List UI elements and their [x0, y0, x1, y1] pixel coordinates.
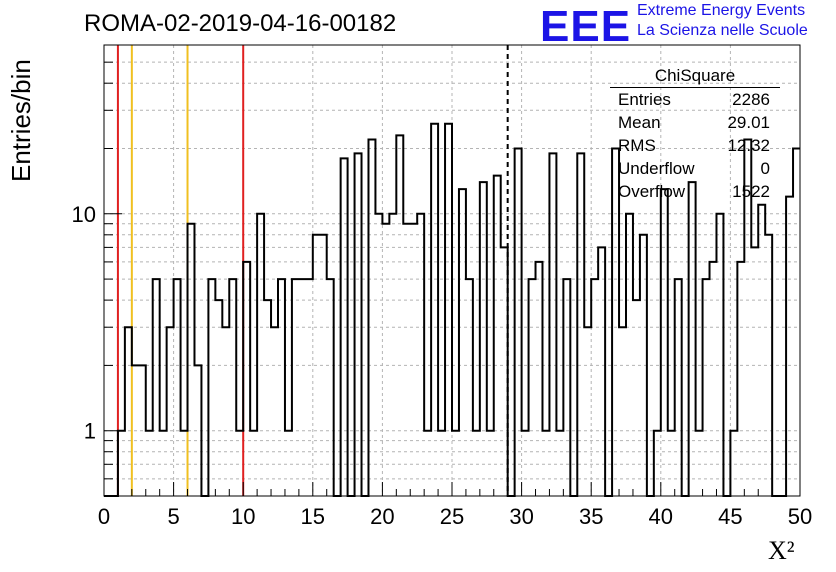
y-tick-label: 1: [84, 419, 96, 444]
x-tick-label: 0: [98, 504, 110, 529]
x-tick-label: 40: [649, 504, 673, 529]
x-tick-label: 20: [370, 504, 394, 529]
stats-label: Mean: [618, 113, 661, 132]
stats-row-rms: RMS 12.32: [610, 134, 780, 157]
y-tick-label: 10: [72, 202, 96, 227]
stats-row-entries: Entries 2286: [610, 88, 780, 111]
x-tick-label: 35: [579, 504, 603, 529]
x-tick-label: 5: [167, 504, 179, 529]
stats-label: RMS: [618, 136, 656, 155]
x-tick-label: 45: [718, 504, 742, 529]
stats-row-mean: Mean 29.01: [610, 111, 780, 134]
x-tick-label: 50: [788, 504, 812, 529]
stats-value: 2286: [732, 90, 770, 109]
x-tick-label: 30: [509, 504, 533, 529]
stats-value: 1522: [732, 182, 770, 201]
stats-value: 12.32: [727, 136, 770, 155]
stats-title: ChiSquare: [610, 66, 780, 88]
stats-value: 29.01: [727, 113, 770, 132]
stats-label: Overflow: [618, 182, 686, 201]
stats-row-overflow: Overflow 1522: [610, 180, 780, 203]
chart-title: ROMA-02-2019-04-16-00182: [84, 10, 397, 37]
stats-label: Underflow: [618, 159, 695, 178]
logo-line-2: La Scienza nelle Scuole: [637, 22, 808, 39]
x-tick-label: 25: [440, 504, 464, 529]
logo-line-1: Extreme Energy Events: [637, 2, 806, 19]
eee-logo: EEE: [540, 2, 632, 51]
x-axis-label: X²: [768, 536, 795, 565]
stats-value: 0: [760, 159, 770, 178]
stats-label: Entries: [618, 90, 671, 109]
stats-row-underflow: Underflow 0: [610, 157, 780, 180]
x-tick-label: 15: [301, 504, 325, 529]
stats-box: ChiSquare Entries 2286 Mean 29.01 RMS 12…: [610, 66, 780, 203]
x-tick-label: 10: [231, 504, 255, 529]
y-axis-label: Entries/bin: [6, 59, 36, 182]
